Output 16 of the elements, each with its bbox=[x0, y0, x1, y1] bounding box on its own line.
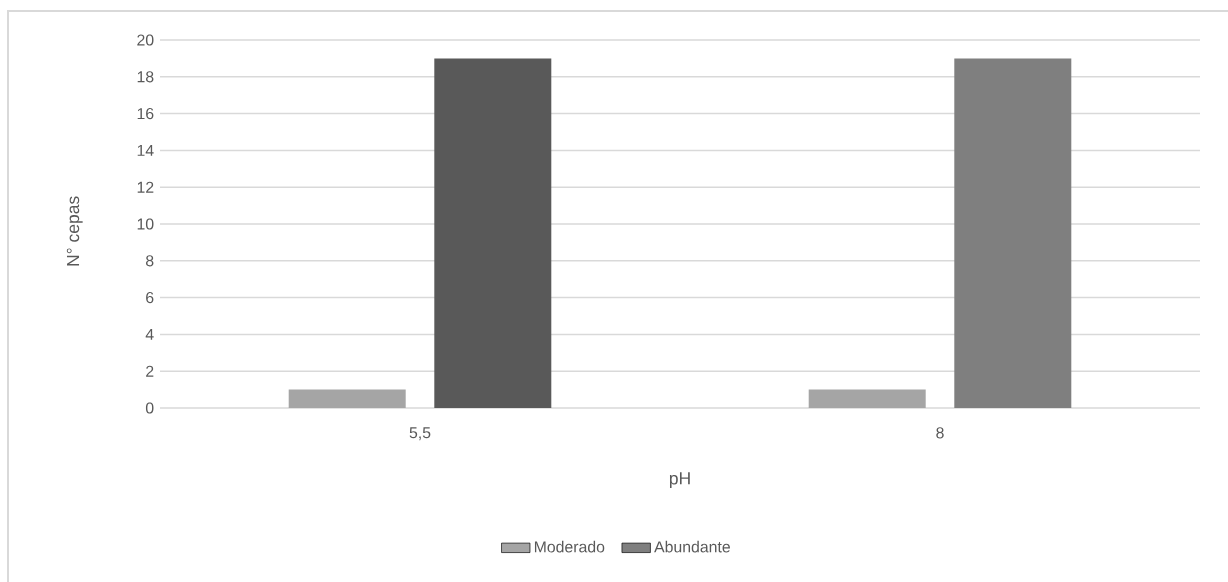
y-tick-label: 12 bbox=[137, 181, 154, 193]
y-tick-label: 20 bbox=[137, 34, 154, 46]
y-tick-label: 18 bbox=[137, 71, 154, 83]
y-tick-label: 2 bbox=[146, 365, 154, 377]
y-tick-label: 10 bbox=[137, 218, 154, 230]
legend-label: Abundante bbox=[654, 540, 730, 553]
x-tick-label: 5,5 bbox=[409, 427, 431, 441]
y-tick-label: 16 bbox=[137, 108, 154, 120]
y-axis-title: N° cepas bbox=[66, 196, 83, 266]
y-tick-label: 14 bbox=[137, 144, 154, 156]
y-tick-label: 8 bbox=[145, 255, 154, 267]
y-tick-label: 6 bbox=[146, 292, 154, 304]
y-tick-label: 4 bbox=[145, 328, 154, 340]
legend-label: Moderado bbox=[534, 540, 605, 553]
y-tick-label: 0 bbox=[145, 402, 154, 414]
x-axis-title: pH bbox=[669, 472, 690, 488]
